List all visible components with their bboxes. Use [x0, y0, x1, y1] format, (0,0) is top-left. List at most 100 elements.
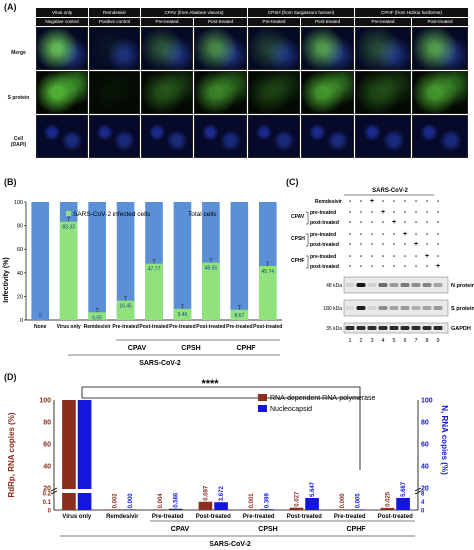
treatment-mark: -: [360, 219, 363, 226]
lane-number: 6: [403, 338, 406, 344]
sub-header: Post-treated: [412, 18, 468, 26]
bar-value-label: 0: [39, 313, 42, 319]
group-header-cphf: CPHF (from Hizikia fusiforme): [355, 8, 468, 17]
category-label: Post-treated: [196, 324, 225, 330]
axis-break: [50, 490, 58, 495]
treatment-mark: -: [426, 198, 429, 205]
y-tick-left-lower: 0: [48, 509, 52, 515]
cphf-label: CPHF: [291, 258, 305, 264]
legend-swatch-nc: [258, 405, 267, 412]
bar-infected: [230, 309, 249, 320]
western-blot-panel: SARS-CoV-2 Remdesivir CPAV pre-treated p…: [291, 188, 474, 344]
blot-band: [389, 326, 399, 330]
blot-band: [400, 306, 410, 310]
bar-value-label: 47.77: [148, 267, 161, 273]
blot-band: [345, 283, 355, 287]
lane-number: 3: [370, 338, 373, 344]
blot-band: [367, 283, 377, 287]
bar-infected: [258, 266, 277, 320]
micrograph-tile: [36, 71, 88, 114]
y-tick-label: 40: [17, 271, 23, 277]
bar-total: [116, 202, 135, 320]
blot-band: [433, 283, 443, 287]
category-label: Pre-treated: [334, 514, 366, 520]
treatment-mark: +: [414, 241, 418, 248]
d-group-label-cpav: CPAV: [171, 526, 190, 533]
sub-header: Pre-treated: [141, 18, 193, 26]
blot-band: [356, 326, 366, 330]
sub-header: Pre-treated: [355, 18, 411, 26]
bar-rdrp: [289, 507, 304, 510]
bar-value-label: 48.65: [205, 266, 218, 272]
treatment-mark: -: [393, 209, 396, 216]
micrograph-tile: [412, 71, 468, 114]
lane-number: 5: [392, 338, 395, 344]
rdrp-value-label: 0.001: [249, 493, 255, 509]
cpsh-brace: [306, 233, 309, 247]
treatment-mark: -: [426, 219, 429, 226]
y-axis-left-label: RdRp, RNA copies (%): [7, 412, 16, 497]
bar-nucleocapsid: [123, 509, 137, 510]
cphf-brace: [306, 255, 309, 269]
lane-number: 1: [348, 338, 351, 344]
blot-band: [367, 306, 377, 310]
category-label: Pre-treated: [243, 514, 275, 520]
category-label: Virus only: [62, 514, 92, 520]
treatment-mark: -: [360, 231, 363, 238]
bar-rdrp: [244, 509, 258, 510]
rdrp-value-label: 0.002: [112, 493, 118, 509]
treatment-mark: -: [360, 263, 363, 270]
treatment-mark: -: [371, 209, 374, 216]
blot-band: [389, 283, 399, 287]
treatment-mark: +: [425, 253, 429, 260]
legend-rdrp: RNA-dependent RNA-polymerase: [270, 395, 376, 402]
y-tick-label: 60: [17, 247, 23, 253]
treatment-mark: -: [349, 209, 352, 216]
treatment-mark: -: [382, 231, 385, 238]
micrograph-tile: [194, 71, 247, 114]
treatment-mark: -: [382, 263, 385, 270]
bar-rdrp: [335, 509, 349, 510]
blot-band: [411, 326, 421, 330]
x-axis-label: SARS-CoV-2: [139, 360, 181, 367]
sub-header: Post-treated: [301, 18, 354, 26]
group-label-cphf: CPHF: [236, 345, 256, 352]
bar-nucleocapsid: [77, 400, 92, 510]
cphf-pre: pre-treated: [310, 254, 336, 260]
category-label: Virus only: [57, 324, 81, 330]
panel-b-label: (B): [4, 177, 17, 187]
micrograph-tile: [301, 27, 354, 70]
bar-infected: [88, 312, 106, 320]
bar-rdrp: [107, 509, 122, 510]
treatment-mark: -: [415, 209, 418, 216]
treatment-mark: -: [360, 241, 363, 248]
y-tick-label: 80: [17, 224, 23, 230]
treatment-mark: -: [437, 219, 440, 226]
micrograph-tile: [194, 27, 247, 70]
legend-total: Total cells: [188, 211, 217, 218]
axis-break: [50, 487, 58, 492]
nc-value-label: 0.586: [174, 492, 180, 508]
treatment-mark: -: [382, 241, 385, 248]
blot-band: [411, 283, 421, 287]
category-label: Remdesivir: [84, 324, 111, 330]
y-tick-left: 100: [39, 398, 51, 405]
blot-band: [345, 326, 355, 330]
treatment-mark: +: [403, 231, 407, 238]
protein-label: N protein: [451, 283, 474, 289]
panel-c-label: (C): [286, 177, 299, 187]
treatment-mark: -: [437, 198, 440, 205]
treatment-mark: -: [360, 198, 363, 205]
protein-label: GAPDH: [451, 326, 471, 332]
y-tick-left: 60: [43, 442, 51, 449]
treatment-mark: -: [371, 241, 374, 248]
bar-break: [60, 489, 94, 493]
category-label: Post-treated: [287, 514, 322, 520]
blot-band: [411, 306, 421, 310]
bar-infected: [202, 262, 220, 320]
micrograph-tile: [248, 115, 300, 158]
bar-total: [173, 202, 192, 320]
kda-label: 180 kDa: [323, 306, 342, 312]
nc-value-label: 3.672: [219, 486, 225, 502]
kda-label: 48 kDa: [326, 283, 342, 289]
